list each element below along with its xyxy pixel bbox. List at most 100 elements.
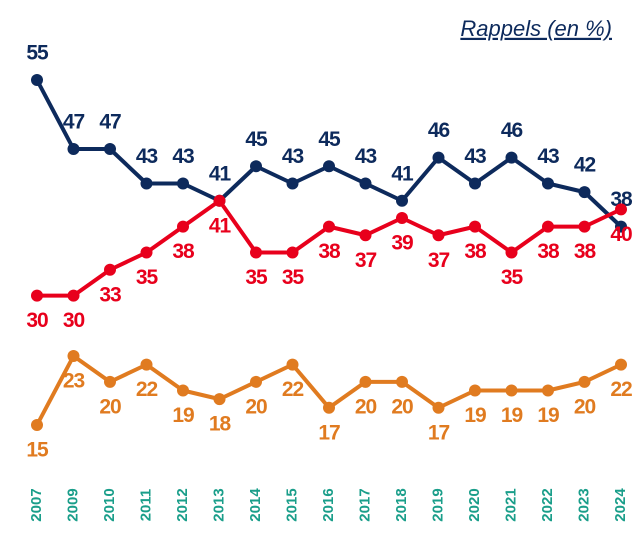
data-point <box>396 375 408 388</box>
data-point <box>323 160 335 173</box>
data-label: 35 <box>136 266 159 289</box>
x-tick-label: 2018 <box>393 488 410 521</box>
data-label: 47 <box>63 111 85 134</box>
data-point <box>323 401 335 414</box>
data-label: 35 <box>245 266 268 289</box>
data-point <box>250 375 262 388</box>
data-point <box>250 160 262 173</box>
data-label: 33 <box>99 283 121 306</box>
data-point <box>177 220 189 233</box>
data-point <box>542 220 554 233</box>
data-label: 35 <box>501 266 524 289</box>
x-tick-label: 2022 <box>539 488 556 521</box>
data-point <box>177 384 189 397</box>
x-tick-label: 2012 <box>174 488 191 521</box>
data-label: 43 <box>355 145 377 168</box>
data-point <box>432 151 445 164</box>
data-label: 43 <box>172 145 194 168</box>
data-point <box>104 143 116 155</box>
data-label: 38 <box>610 188 633 211</box>
data-point <box>286 246 299 259</box>
data-point <box>31 74 43 86</box>
data-label: 46 <box>428 119 450 142</box>
x-tick-label: 2007 <box>28 488 45 521</box>
x-tick-label: 2020 <box>466 488 483 521</box>
data-point <box>615 203 627 216</box>
data-label: 22 <box>610 378 632 401</box>
data-point <box>396 194 408 207</box>
x-tick-label: 2015 <box>283 488 300 521</box>
data-point <box>286 358 299 371</box>
data-point <box>432 401 445 414</box>
x-tick-label: 2011 <box>137 489 154 522</box>
data-label: 20 <box>245 395 267 418</box>
data-label: 43 <box>282 145 304 168</box>
data-point <box>177 177 189 190</box>
data-label: 19 <box>501 404 523 427</box>
data-label: 38 <box>318 240 341 263</box>
x-tick-label: 2013 <box>210 488 227 521</box>
data-label: 45 <box>245 128 268 151</box>
x-tick-label: 2014 <box>247 488 264 522</box>
x-tick-label: 2010 <box>101 488 118 521</box>
data-point <box>359 177 372 190</box>
data-label: 46 <box>501 119 523 142</box>
data-label: 17 <box>428 421 450 444</box>
data-point <box>31 289 43 302</box>
data-point <box>323 220 335 233</box>
data-label: 22 <box>282 378 304 401</box>
data-point <box>578 186 591 199</box>
data-point <box>359 229 372 242</box>
data-label: 15 <box>26 439 49 462</box>
data-label: 35 <box>282 266 305 289</box>
data-point <box>469 177 481 190</box>
data-label: 43 <box>464 145 486 168</box>
data-label: 37 <box>355 249 377 272</box>
x-tick-label: 2023 <box>575 488 592 521</box>
data-label: 38 <box>574 240 597 263</box>
x-tick-label: 2024 <box>612 488 629 522</box>
data-label: 45 <box>318 128 341 151</box>
data-point <box>140 177 153 190</box>
data-point <box>67 143 80 155</box>
x-tick-label: 2017 <box>356 488 373 521</box>
data-label: 20 <box>391 395 413 418</box>
data-point <box>31 419 43 431</box>
data-point <box>250 246 262 259</box>
data-label: 23 <box>63 370 85 393</box>
data-label: 20 <box>355 395 377 418</box>
data-label: 22 <box>136 378 158 401</box>
series-line <box>35 79 623 229</box>
data-point <box>67 289 80 302</box>
data-label: 55 <box>26 42 49 65</box>
data-point <box>469 384 481 397</box>
data-label: 20 <box>574 395 596 418</box>
data-point <box>505 246 518 259</box>
x-tick-label: 2019 <box>429 488 446 521</box>
data-label: 38 <box>464 240 487 263</box>
data-point <box>578 375 591 388</box>
data-label: 41 <box>391 162 414 185</box>
x-tick-label: 2021 <box>502 488 519 521</box>
chart-title: Rappels (en %) <box>460 16 612 41</box>
data-label: 43 <box>136 145 158 168</box>
data-point <box>469 220 481 233</box>
data-point <box>615 358 627 371</box>
data-label: 18 <box>209 413 232 436</box>
data-point <box>432 229 445 242</box>
data-point <box>67 350 80 362</box>
data-label: 41 <box>209 214 232 237</box>
data-label: 42 <box>574 154 596 177</box>
data-label: 43 <box>537 145 559 168</box>
data-point <box>104 375 116 388</box>
data-label: 37 <box>428 249 450 272</box>
data-point <box>104 263 116 276</box>
data-point <box>578 220 591 233</box>
data-label: 20 <box>99 395 121 418</box>
data-label: 17 <box>318 421 340 444</box>
data-point <box>140 358 153 371</box>
x-tick-label: 2009 <box>64 488 81 521</box>
data-point <box>213 393 226 406</box>
data-point <box>542 177 554 190</box>
